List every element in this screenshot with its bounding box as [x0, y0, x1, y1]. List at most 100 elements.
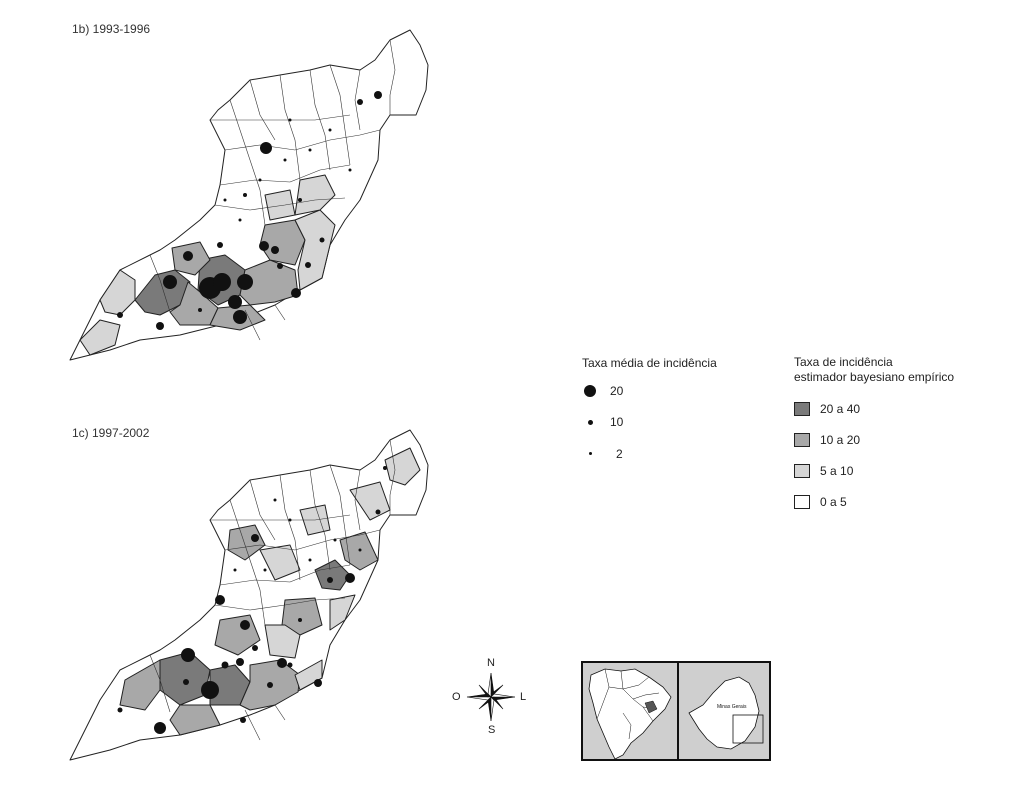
- minas-gerais-inset-map: [679, 663, 769, 759]
- municipality-class-5-10: [329, 594, 356, 631]
- incidence-circle: [273, 498, 277, 502]
- legend-circle-label: 10: [610, 415, 624, 429]
- municipality-class-5-10: [259, 544, 301, 581]
- legend-classes-title-line1: Taxa de incidência: [794, 355, 893, 369]
- incidence-circle: [240, 717, 246, 723]
- incidence-circle: [319, 237, 325, 243]
- incidence-circle: [288, 118, 292, 122]
- incidence-circle: [308, 558, 312, 562]
- incidence-circle: [277, 658, 287, 668]
- compass-west-label: O: [452, 691, 461, 703]
- incidence-circle: [348, 168, 352, 172]
- legend-classes-title: Taxa de incidência estimador bayesiano e…: [794, 355, 954, 385]
- legend-swatch-10-20: [794, 433, 810, 447]
- south-america-inset-map: [583, 663, 677, 759]
- municipality-class-10-20: [239, 259, 299, 306]
- legend-swatch-0-5: [794, 495, 810, 509]
- municipality-class-10-20: [119, 659, 161, 711]
- incidence-circle: [217, 242, 223, 248]
- region-outline: [69, 429, 429, 761]
- incidence-circle: [305, 262, 311, 268]
- compass-rose-icon: [466, 672, 516, 722]
- incidence-circle: [117, 312, 123, 318]
- compass-south-label: S: [488, 724, 496, 736]
- incidence-circle: [240, 620, 250, 630]
- legend-circle-label: 2: [616, 447, 623, 461]
- incidence-circle: [233, 568, 237, 572]
- incidence-circles: [117, 91, 382, 330]
- municipality-class-10-20: [227, 524, 266, 561]
- municipality-class-5-10: [264, 189, 296, 221]
- incidence-circle: [259, 241, 269, 251]
- incidence-circle: [291, 288, 301, 298]
- incidence-circle: [271, 246, 279, 254]
- incidence-circle: [383, 466, 387, 470]
- municipality-class-5-10: [294, 209, 336, 291]
- map-title-1993-1996: 1b) 1993-1996: [72, 22, 151, 36]
- incidence-circle: [258, 178, 262, 182]
- incidence-circle: [263, 568, 267, 572]
- incidence-circle: [251, 534, 259, 542]
- incidence-circle: [277, 263, 283, 269]
- incidence-circle: [314, 679, 322, 687]
- incidence-circle: [287, 662, 293, 668]
- incidence-circle: [183, 679, 189, 685]
- legend-circle-2: [589, 452, 592, 455]
- incidence-circle: [333, 538, 337, 542]
- incidence-circle: [201, 681, 219, 699]
- incidence-circle: [238, 218, 242, 222]
- legend-class-label: 0 a 5: [820, 495, 847, 509]
- municipality-class-10-20: [169, 704, 221, 736]
- incidence-circle: [228, 295, 242, 309]
- incidence-circle: [237, 274, 253, 290]
- municipality-class-20-40: [314, 559, 351, 591]
- incidence-circle: [357, 99, 363, 105]
- incidence-circle: [236, 658, 244, 666]
- legend-classes-title-line2: estimador bayesiano empírico: [794, 370, 955, 384]
- incidence-circle: [374, 91, 382, 99]
- legend-class-label: 20 a 40: [820, 402, 861, 416]
- incidence-circle: [181, 648, 195, 662]
- incidence-circle: [198, 308, 202, 312]
- municipality-class-10-20: [281, 597, 323, 636]
- incidence-circle: [154, 722, 166, 734]
- incidence-circle: [117, 707, 123, 713]
- map-1993-1996: [69, 29, 429, 361]
- incidence-circle: [221, 661, 229, 669]
- incidence-circle: [308, 148, 312, 152]
- minas-gerais-label: Minas Gerais: [717, 704, 747, 710]
- incidence-circle: [358, 548, 362, 552]
- compass-north-label: N: [487, 657, 495, 669]
- incidence-circle: [233, 310, 247, 324]
- incidence-circle: [163, 275, 177, 289]
- municipality-class-5-10: [294, 174, 336, 216]
- incidence-circle: [345, 573, 355, 583]
- incidence-circle: [215, 595, 225, 605]
- municipality-class-5-10: [264, 624, 301, 659]
- incidence-circles: [117, 466, 387, 734]
- incidence-circle: [252, 645, 258, 651]
- incidence-circle: [260, 142, 272, 154]
- incidence-circle: [298, 618, 302, 622]
- municipality-class-5-10: [79, 319, 121, 356]
- incidence-circle: [156, 322, 164, 330]
- map-1997-2002: [69, 429, 429, 761]
- legend-swatch-20-40: [794, 402, 810, 416]
- incidence-circle: [243, 193, 247, 197]
- map-title-1997-2002: 1c) 1997-2002: [72, 426, 150, 440]
- compass-east-label: L: [520, 691, 527, 703]
- legend-circle-10: [588, 420, 593, 425]
- incidence-circle: [288, 518, 292, 522]
- legend-circles-title: Taxa média de incidência: [582, 356, 717, 370]
- incidence-circle: [298, 198, 302, 202]
- incidence-circle: [213, 273, 231, 291]
- municipality-class-5-10: [294, 659, 323, 691]
- incidence-circle: [183, 251, 193, 261]
- legend-swatch-5-10: [794, 464, 810, 478]
- incidence-circle: [327, 577, 333, 583]
- legend-circle-20: [584, 385, 596, 397]
- study-area-box: [732, 714, 764, 744]
- incidence-circle: [283, 158, 287, 162]
- incidence-circle: [223, 198, 227, 202]
- incidence-circle: [267, 682, 273, 688]
